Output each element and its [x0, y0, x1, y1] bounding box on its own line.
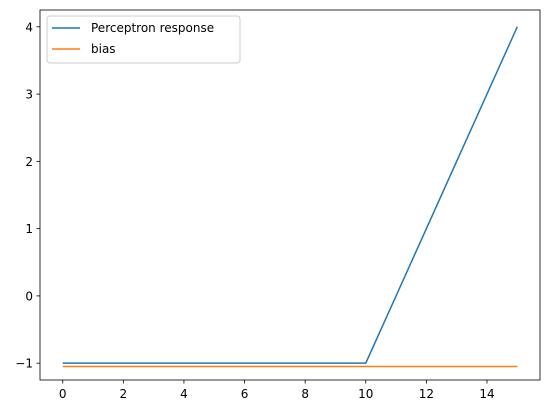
x-tick-label: 6	[241, 387, 249, 401]
legend-label-bias: bias	[91, 42, 116, 56]
y-tick-label: −1	[15, 357, 33, 371]
x-tick-label: 0	[59, 387, 67, 401]
y-tick-label: 3	[25, 88, 33, 102]
y-axis-ticks: −1 0 1 2 3 4	[15, 20, 40, 371]
y-tick-label: 4	[25, 20, 33, 34]
x-tick-label: 12	[419, 387, 434, 401]
plot-area	[40, 10, 540, 380]
series-line-perceptron-response	[62, 26, 518, 364]
plot-frame	[39, 9, 541, 381]
legend-label-perceptron-response: Perceptron response	[91, 21, 214, 35]
x-tick-label: 8	[301, 387, 309, 401]
legend: Perceptron response bias	[46, 15, 241, 64]
series-layer	[62, 26, 518, 368]
x-tick-label: 14	[479, 387, 494, 401]
x-tick-label: 2	[120, 387, 128, 401]
x-tick-label: 4	[180, 387, 188, 401]
y-tick-label: 1	[25, 222, 33, 236]
y-tick-label: 0	[25, 289, 33, 303]
legend-box	[46, 15, 241, 64]
x-tick-label: 10	[358, 387, 373, 401]
y-tick-label: 2	[25, 155, 33, 169]
x-axis-ticks: 0 2 4 6 8 10 12 14	[59, 380, 495, 401]
